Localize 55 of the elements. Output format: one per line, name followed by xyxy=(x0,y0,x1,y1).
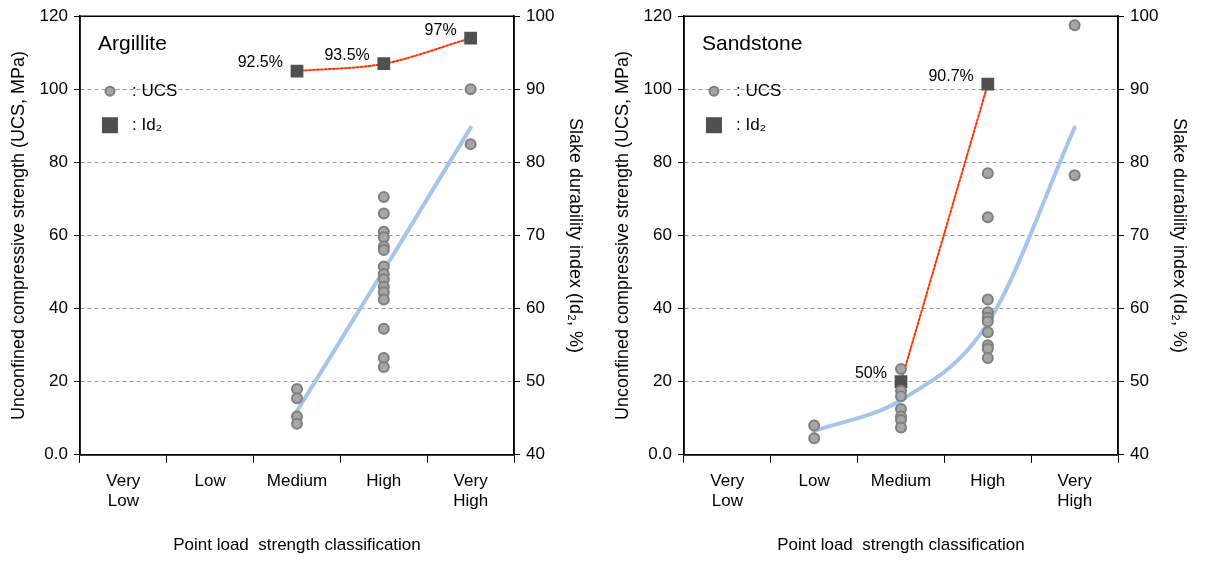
data-label: 92.5% xyxy=(237,53,283,71)
y2-axis-title: Slake durability index (Id₂, %) xyxy=(1170,117,1191,354)
x-tick-label: Medium xyxy=(870,470,932,490)
y-tick-label: 120 xyxy=(643,5,672,25)
y-tick-label: 100 xyxy=(39,78,68,98)
x-tick-label: Very Low xyxy=(106,470,141,511)
y2-tick-label: 50 xyxy=(1130,371,1149,391)
y2-tick-label: 60 xyxy=(526,298,545,318)
x-tick-label: Very Low xyxy=(710,470,745,511)
y2-tick-label: 40 xyxy=(526,444,545,464)
data-label: 97% xyxy=(424,20,457,38)
x-axis-title: Point load strength classification xyxy=(173,535,421,555)
y-tick-label: 20 xyxy=(49,371,68,391)
legend-label: : Id₂ xyxy=(131,114,163,134)
y2-tick-label: 100 xyxy=(526,5,555,25)
y-axis-title: Unconfined compressive strength (UCS, MPa) xyxy=(611,50,632,421)
y-tick-label: 100 xyxy=(643,78,672,98)
y2-tick-label: 70 xyxy=(526,225,545,245)
data-label: 93.5% xyxy=(324,46,370,64)
text: Argillite xyxy=(97,31,167,54)
y-tick-label: 120 xyxy=(39,5,68,25)
y-tick-label: 0.0 xyxy=(44,444,68,464)
x-tick-label: High xyxy=(366,470,402,490)
y-tick-label: 60 xyxy=(49,225,68,245)
y2-tick-label: 40 xyxy=(1130,444,1149,464)
x-tick-label: Very High xyxy=(1057,470,1093,511)
x-tick-label: Low xyxy=(798,470,831,490)
y-tick-label: 0.0 xyxy=(648,444,672,464)
y2-tick-label: 60 xyxy=(1130,298,1149,318)
text: Sandstone xyxy=(701,31,803,54)
x-tick-label: Very High xyxy=(453,470,489,511)
y2-tick-label: 50 xyxy=(526,371,545,391)
y2-tick-label: 70 xyxy=(1130,225,1149,245)
y-tick-label: 80 xyxy=(49,152,68,172)
y2-tick-label: 80 xyxy=(1130,152,1149,172)
y2-axis-title: Slake durability index (Id₂, %) xyxy=(566,117,587,354)
y-tick-label: 80 xyxy=(653,152,672,172)
x-tick-label: High xyxy=(970,470,1006,490)
data-label: 90.7% xyxy=(928,66,974,84)
x-axis-title: Point load strength classification xyxy=(777,535,1025,555)
y2-tick-label: 90 xyxy=(526,78,545,98)
data-label: 50% xyxy=(854,364,887,382)
y-tick-label: 40 xyxy=(49,298,68,318)
y2-tick-label: 90 xyxy=(1130,78,1149,98)
y-tick-label: 20 xyxy=(653,371,672,391)
x-tick-label: Low xyxy=(194,470,227,490)
legend-label: : Id₂ xyxy=(735,114,767,134)
x-tick-label: Medium xyxy=(266,470,328,490)
legend-label: : UCS xyxy=(735,80,782,100)
y2-tick-label: 80 xyxy=(526,152,545,172)
y-axis-title: Unconfined compressive strength (UCS, MPa) xyxy=(7,50,28,421)
y2-tick-label: 100 xyxy=(1130,5,1159,25)
y-tick-label: 40 xyxy=(653,298,672,318)
y-tick-label: 60 xyxy=(653,225,672,245)
legend-label: : UCS xyxy=(131,80,178,100)
